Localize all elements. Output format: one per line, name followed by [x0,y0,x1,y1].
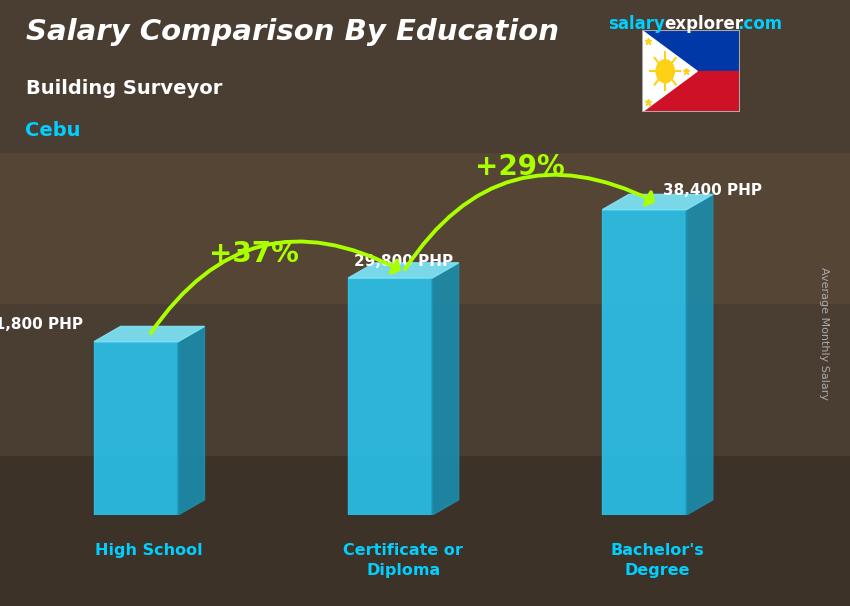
Polygon shape [178,327,205,515]
Bar [642,72,740,112]
Text: Salary Comparison By Education: Salary Comparison By Education [26,18,558,46]
Text: +37%: +37% [209,240,299,268]
Text: Building Surveyor: Building Surveyor [26,79,222,98]
Polygon shape [686,195,713,515]
Text: High School: High School [95,543,203,558]
Text: Average Monthly Salary: Average Monthly Salary [819,267,829,400]
Text: Bachelor's
Degree: Bachelor's Degree [610,543,705,578]
Bar [94,342,178,515]
Polygon shape [94,327,205,342]
Text: 21,800 PHP: 21,800 PHP [0,317,83,332]
Text: Cebu: Cebu [26,121,81,140]
Text: explorer: explorer [665,15,744,33]
Bar [348,278,432,515]
Text: .com: .com [737,15,782,33]
Text: +29%: +29% [474,153,564,181]
Polygon shape [642,30,697,112]
Text: 29,800 PHP: 29,800 PHP [354,253,453,268]
Text: 38,400 PHP: 38,400 PHP [663,183,762,198]
Circle shape [656,60,674,82]
Bar [642,30,740,72]
Text: Certificate or
Diploma: Certificate or Diploma [343,543,463,578]
Polygon shape [432,263,459,515]
Polygon shape [348,263,459,278]
Polygon shape [603,195,713,210]
Bar [603,210,686,515]
Text: salary: salary [608,15,665,33]
